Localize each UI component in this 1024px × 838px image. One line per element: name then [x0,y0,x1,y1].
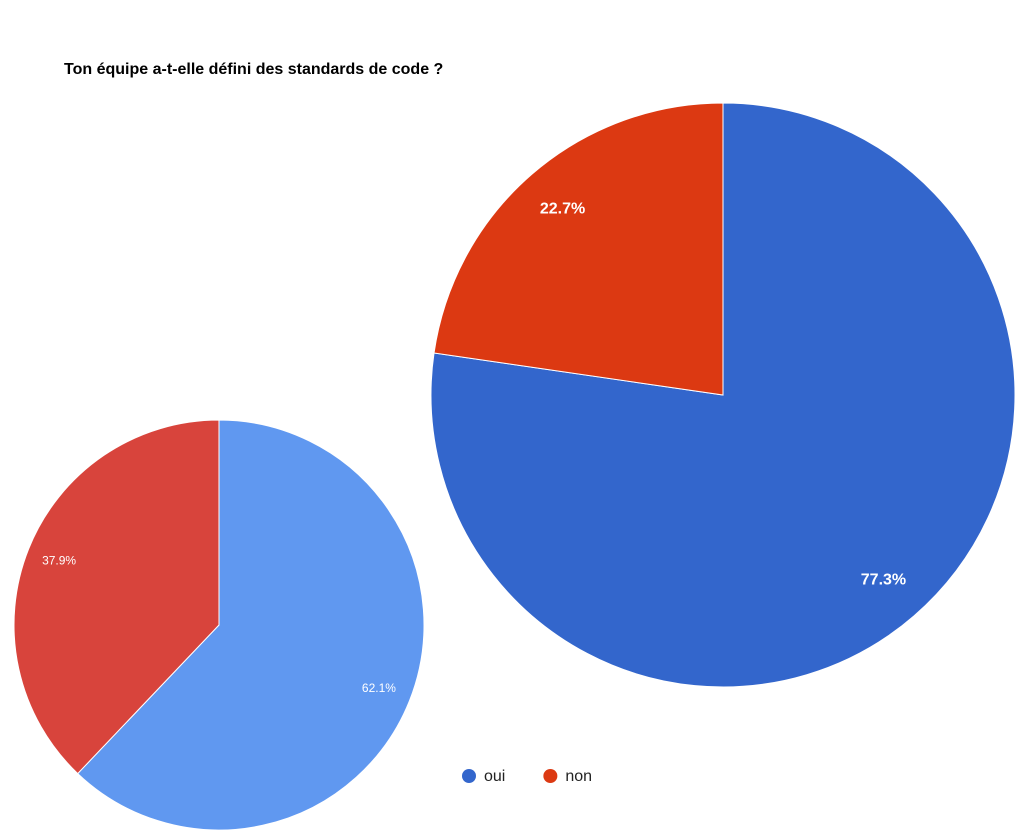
pie-slice [433,102,724,396]
data-label: 62.1% [362,681,396,695]
pie-slice [77,419,425,831]
data-label: 77.3% [861,572,906,589]
legend-marker [462,769,476,783]
chart-title: Ton équipe a-t-elle défini des standards… [64,61,443,78]
legend-marker [543,769,558,783]
data-label: 22.7% [540,201,585,218]
pie-slice [13,419,220,775]
data-label: 37.9% [42,553,76,567]
legend-label: non [565,768,592,785]
pie-slice [430,102,1016,688]
legend-label: oui [484,768,505,785]
